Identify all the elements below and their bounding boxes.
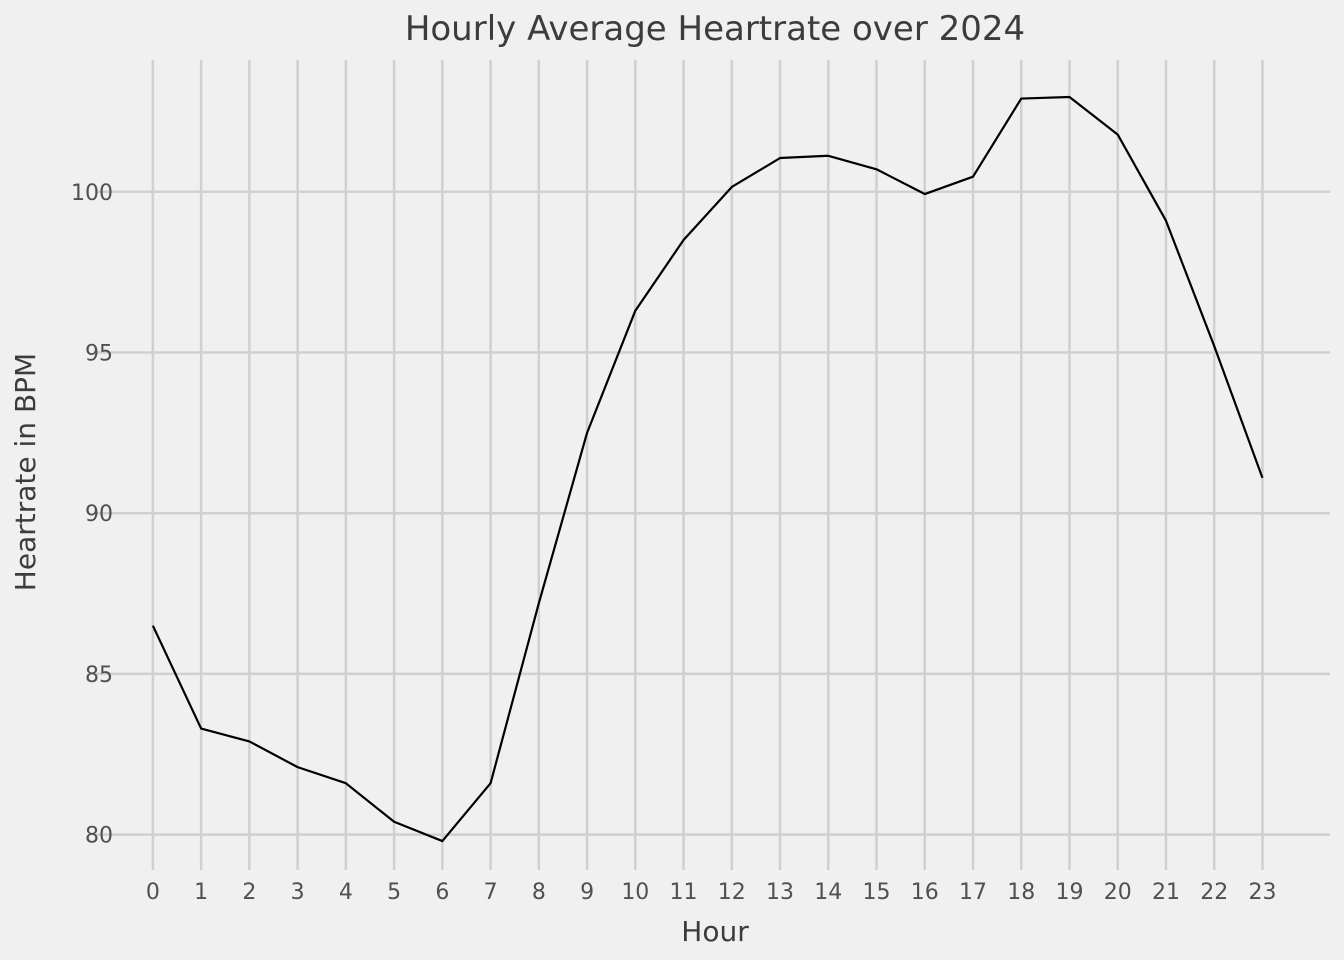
x-axis-label: Hour xyxy=(681,915,749,948)
y-tick-label: 95 xyxy=(85,342,113,367)
y-tick-label: 90 xyxy=(85,502,113,527)
x-tick-label: 14 xyxy=(814,880,842,905)
x-tick-label: 18 xyxy=(1007,880,1035,905)
series-line xyxy=(151,95,1264,843)
x-tick-label: 0 xyxy=(146,880,160,905)
x-tick-label: 15 xyxy=(863,880,891,905)
y-tick-label: 80 xyxy=(85,824,113,849)
y-tick-labels: 80 85 90 95 100 xyxy=(71,181,113,849)
x-tick-label: 22 xyxy=(1200,880,1228,905)
series-layer xyxy=(151,95,1264,843)
x-tick-label: 17 xyxy=(959,880,987,905)
x-tick-label: 21 xyxy=(1152,880,1180,905)
x-tick-label: 13 xyxy=(766,880,794,905)
x-tick-label: 2 xyxy=(242,880,256,905)
x-tick-label: 9 xyxy=(580,880,594,905)
x-tick-label: 10 xyxy=(621,880,649,905)
x-tick-label: 12 xyxy=(718,880,746,905)
x-tick-label: 16 xyxy=(911,880,939,905)
x-tick-label: 4 xyxy=(339,880,353,905)
x-tick-label: 11 xyxy=(670,880,698,905)
chart-title: Hourly Average Heartrate over 2024 xyxy=(405,9,1025,49)
x-tick-label: 5 xyxy=(387,880,401,905)
y-axis-label: Heartrate in BPM xyxy=(9,353,42,591)
x-tick-label: 1 xyxy=(194,880,208,905)
x-tick-label: 20 xyxy=(1104,880,1132,905)
x-tick-label: 7 xyxy=(484,880,498,905)
x-tick-label: 8 xyxy=(532,880,546,905)
x-tick-label: 19 xyxy=(1055,880,1083,905)
x-tick-label: 23 xyxy=(1248,880,1276,905)
y-tick-label: 100 xyxy=(71,181,113,206)
y-gridlines xyxy=(95,190,1330,836)
x-tick-label: 3 xyxy=(291,880,305,905)
y-tick-label: 85 xyxy=(85,663,113,688)
x-tick-label: 6 xyxy=(435,880,449,905)
x-gridlines xyxy=(151,60,1264,870)
x-tick-labels: 0 1 2 3 4 5 6 7 8 9 10 11 12 13 14 15 16 17 18 19 20 21 22 23 xyxy=(146,880,1277,905)
